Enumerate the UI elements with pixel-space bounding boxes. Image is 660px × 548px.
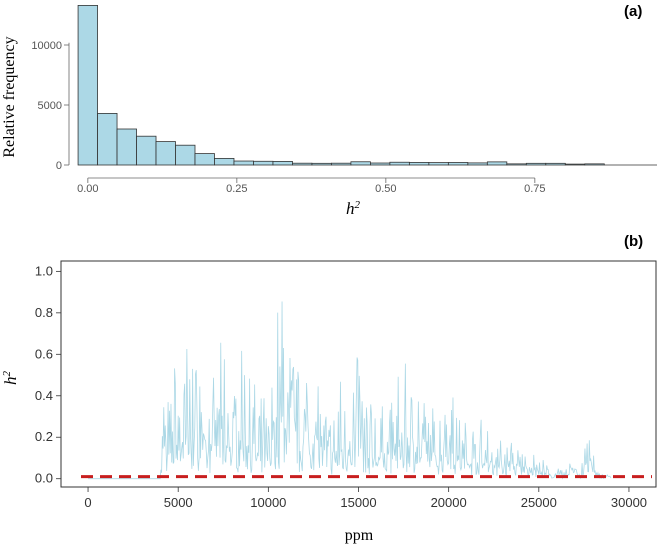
y-tick-label-a: 0 <box>56 160 62 172</box>
y-axis-title-b-base: h <box>1 377 20 386</box>
h2-series-line <box>88 301 612 480</box>
x-tick-label-b: 20000 <box>431 495 467 510</box>
histogram-bar <box>292 162 313 166</box>
y-tick-label-b: 0.0 <box>35 471 53 486</box>
x-axis-title-b: ppm <box>345 527 374 544</box>
x-tick-label-a: 0.00 <box>77 183 98 195</box>
h2-signal <box>88 301 612 480</box>
x-tick-label-a: 0.50 <box>375 183 396 195</box>
histogram-bar <box>525 162 547 166</box>
histogram-bars <box>77 5 658 166</box>
histogram-bar <box>584 163 605 166</box>
y-tick-label-b: 0.2 <box>35 429 53 444</box>
histogram-bar <box>97 113 118 166</box>
y-tick-label-a: 10000 <box>31 40 62 52</box>
histogram-bar <box>233 160 254 166</box>
x-tick-label-b: 0 <box>84 495 91 510</box>
histogram-bar <box>272 160 293 166</box>
panel-label-a: (a) <box>624 3 642 20</box>
y-axis-title-a: Relative frequency <box>1 36 18 157</box>
histogram-bar <box>389 161 410 166</box>
histogram-bar <box>428 162 449 166</box>
histogram-bar <box>447 162 469 166</box>
histogram-bar <box>467 162 488 166</box>
y-tick-label-b: 1.0 <box>35 263 53 278</box>
x-tick-label-a: 0.75 <box>524 183 545 195</box>
x-axis-title-a: h2 <box>346 199 361 218</box>
histogram-bar <box>175 144 196 166</box>
histogram-bar <box>506 163 527 166</box>
histogram-bar <box>350 161 371 166</box>
histogram-bar <box>331 162 352 166</box>
histogram-bar <box>77 5 98 166</box>
line-panel: (b) 0.0 0.2 0.4 0.6 0.8 1.0 0 5000 10000 15000 200… <box>1 233 657 544</box>
histogram-bar <box>545 162 566 166</box>
histogram-bar <box>136 135 157 166</box>
y-axis-title-b-sup: 2 <box>1 371 13 377</box>
histogram-bar <box>486 161 508 166</box>
histogram-bar <box>116 128 137 166</box>
y-tick-label-a: 5000 <box>38 100 62 112</box>
histogram-bar <box>311 162 332 166</box>
x-tick-label-b: 30000 <box>611 495 647 510</box>
histogram-bar <box>564 163 586 166</box>
histogram-axes: 0 5000 10000 0.00 0.25 0.50 0.75 <box>31 40 545 195</box>
histogram-bar <box>194 153 215 166</box>
x-tick-label-a: 0.25 <box>226 183 247 195</box>
histogram-bar <box>408 162 430 166</box>
x-tick-label-b: 10000 <box>250 495 286 510</box>
x-tick-label-b: 15000 <box>340 495 376 510</box>
line-axes: 0.0 0.2 0.4 0.6 0.8 1.0 0 5000 10000 15000 20000 25… <box>35 263 647 510</box>
x-tick-label-b: 5000 <box>164 495 193 510</box>
x-axis-title-a-base: h <box>346 199 355 218</box>
histogram-bar <box>155 141 176 166</box>
histogram-bar <box>369 162 391 166</box>
y-tick-label-b: 0.8 <box>35 305 53 320</box>
panel-label-b: (b) <box>624 233 643 250</box>
y-tick-label-b: 0.4 <box>35 388 53 403</box>
y-tick-label-b: 0.6 <box>35 346 53 361</box>
histogram-bar <box>214 157 235 166</box>
y-axis-title-b: h2 <box>1 371 20 386</box>
histogram-bar <box>253 160 274 166</box>
x-tick-label-b: 25000 <box>521 495 557 510</box>
x-axis-title-a-sup: 2 <box>355 199 361 211</box>
histogram-panel: (a) 0 5000 10000 0.00 0.25 0.50 0.75 Relative … <box>1 3 658 218</box>
